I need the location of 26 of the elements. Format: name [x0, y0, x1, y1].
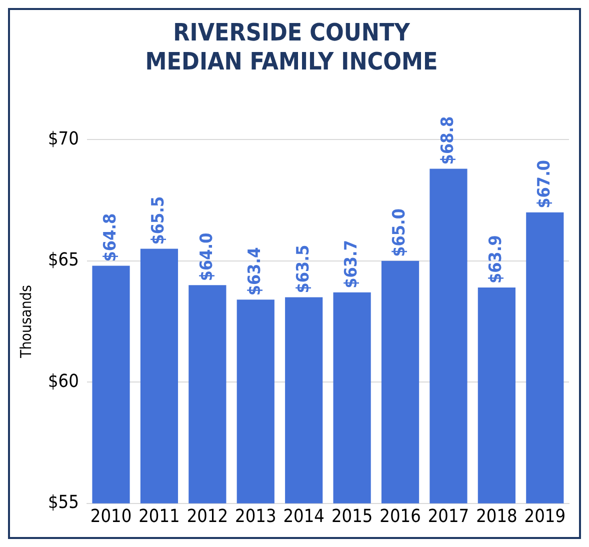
data-label: $63.4 [245, 247, 266, 296]
x-tick-label: 2015 [331, 506, 373, 527]
x-tick-label: 2012 [186, 506, 228, 527]
data-label: $65.0 [390, 208, 410, 257]
data-label: $65.5 [148, 196, 169, 245]
y-tick-label: $65 [48, 250, 79, 271]
data-label: $63.5 [293, 244, 314, 294]
data-label: $68.8 [438, 116, 458, 165]
x-tick-label: 2017 [428, 506, 470, 527]
x-tick-label: 2013 [235, 506, 276, 527]
chart-title: RIVERSIDE COUNTY MEDIAN FAMILY INCOME [145, 18, 438, 76]
x-tick-label: 2010 [90, 506, 132, 527]
x-tick-label: 2018 [476, 506, 518, 527]
data-label: $64.0 [196, 232, 217, 282]
data-label: $67.0 [534, 160, 554, 208]
y-tick-label: $55 [48, 492, 79, 514]
x-tick-label: 2011 [138, 506, 180, 527]
x-tick-label: 2019 [524, 506, 566, 527]
x-tick-label: 2014 [283, 506, 324, 527]
y-axis-title: Thousands [16, 284, 35, 360]
x-tick-label: 2016 [380, 506, 421, 527]
data-label: $64.8 [100, 213, 120, 262]
y-tick-label: $60 [48, 370, 79, 392]
data-label: $63.9 [486, 235, 506, 284]
data-label: $63.7 [341, 240, 362, 288]
y-tick-label: $70 [48, 128, 79, 150]
